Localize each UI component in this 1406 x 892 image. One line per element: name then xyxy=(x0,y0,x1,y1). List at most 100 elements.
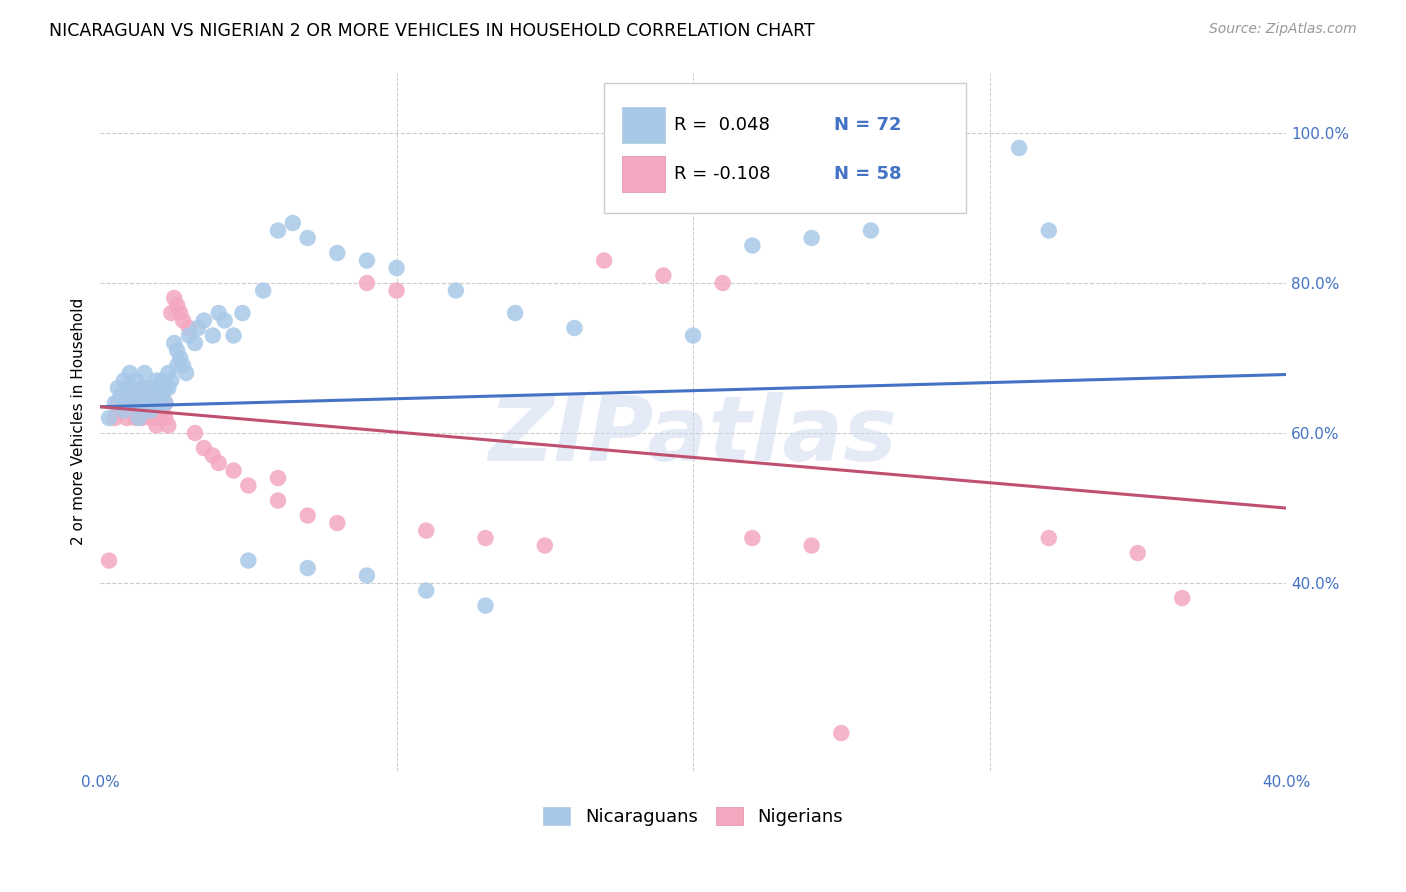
Point xyxy=(238,553,260,567)
Point xyxy=(1008,141,1031,155)
Point xyxy=(503,306,526,320)
Point xyxy=(177,321,200,335)
Point xyxy=(148,411,170,425)
Point xyxy=(155,411,177,425)
Point xyxy=(110,403,132,417)
Point xyxy=(356,568,378,582)
Point xyxy=(115,411,138,425)
Point xyxy=(128,411,150,425)
Point xyxy=(112,374,135,388)
Point xyxy=(166,343,188,358)
Point xyxy=(145,374,167,388)
Point xyxy=(177,328,200,343)
Text: R =  0.048: R = 0.048 xyxy=(673,116,770,135)
Text: ZIPatlas: ZIPatlas xyxy=(488,392,897,480)
Point xyxy=(125,411,148,425)
Point xyxy=(415,583,437,598)
Point xyxy=(155,381,177,395)
Point xyxy=(104,411,127,425)
Legend: Nicaraguans, Nigerians: Nicaraguans, Nigerians xyxy=(536,799,851,833)
Point xyxy=(128,403,150,417)
Point xyxy=(139,396,162,410)
Point xyxy=(800,539,823,553)
Point xyxy=(593,253,616,268)
Point xyxy=(1038,531,1060,545)
Point xyxy=(155,396,177,410)
Point xyxy=(118,388,141,402)
Point xyxy=(184,336,207,351)
Point xyxy=(267,223,290,237)
Point xyxy=(115,381,138,395)
Point xyxy=(711,276,734,290)
Point xyxy=(326,516,349,530)
Point xyxy=(104,396,127,410)
Point xyxy=(136,403,159,417)
Point xyxy=(118,396,141,410)
Point xyxy=(172,313,194,327)
Point xyxy=(474,599,496,613)
Point xyxy=(139,388,162,402)
Point xyxy=(652,268,675,283)
Point xyxy=(134,381,156,395)
Text: Source: ZipAtlas.com: Source: ZipAtlas.com xyxy=(1209,22,1357,37)
Point xyxy=(1038,223,1060,237)
Point xyxy=(145,388,167,402)
Point xyxy=(98,411,121,425)
Point xyxy=(201,449,224,463)
Point xyxy=(214,313,236,327)
Point xyxy=(139,403,162,417)
Point xyxy=(231,306,253,320)
Point xyxy=(115,396,138,410)
Point xyxy=(356,276,378,290)
Point xyxy=(326,246,349,260)
Point xyxy=(415,524,437,538)
Point xyxy=(157,418,180,433)
Point xyxy=(166,359,188,373)
Point xyxy=(134,388,156,402)
Point xyxy=(238,478,260,492)
Point xyxy=(157,366,180,380)
Point xyxy=(741,531,763,545)
Point xyxy=(136,381,159,395)
Point xyxy=(682,328,704,343)
Point xyxy=(121,403,143,417)
Point xyxy=(131,388,153,402)
Point xyxy=(222,464,245,478)
Point xyxy=(110,388,132,402)
Point xyxy=(533,539,555,553)
Point xyxy=(131,396,153,410)
Point xyxy=(174,366,197,380)
FancyBboxPatch shape xyxy=(621,107,665,144)
Text: NICARAGUAN VS NIGERIAN 2 OR MORE VEHICLES IN HOUSEHOLD CORRELATION CHART: NICARAGUAN VS NIGERIAN 2 OR MORE VEHICLE… xyxy=(49,22,815,40)
Point xyxy=(134,366,156,380)
Point xyxy=(145,418,167,433)
Point xyxy=(267,493,290,508)
Point xyxy=(121,381,143,395)
Point xyxy=(208,306,231,320)
Point xyxy=(131,381,153,395)
Point xyxy=(474,531,496,545)
Point xyxy=(148,381,170,395)
Point xyxy=(252,284,274,298)
Point xyxy=(1171,591,1194,605)
Point xyxy=(142,396,165,410)
Point xyxy=(160,374,183,388)
Point xyxy=(830,726,852,740)
Point xyxy=(98,553,121,567)
Point xyxy=(163,336,186,351)
Point xyxy=(800,231,823,245)
Point xyxy=(859,223,882,237)
Point xyxy=(128,388,150,402)
Text: R = -0.108: R = -0.108 xyxy=(673,165,770,183)
Point xyxy=(118,366,141,380)
Y-axis label: 2 or more Vehicles in Household: 2 or more Vehicles in Household xyxy=(72,298,86,545)
Point xyxy=(125,396,148,410)
Point xyxy=(281,216,304,230)
Point xyxy=(148,396,170,410)
Point xyxy=(136,396,159,410)
Point xyxy=(142,381,165,395)
Point xyxy=(155,396,177,410)
Point xyxy=(193,313,215,327)
Point xyxy=(297,508,319,523)
Point xyxy=(356,253,378,268)
